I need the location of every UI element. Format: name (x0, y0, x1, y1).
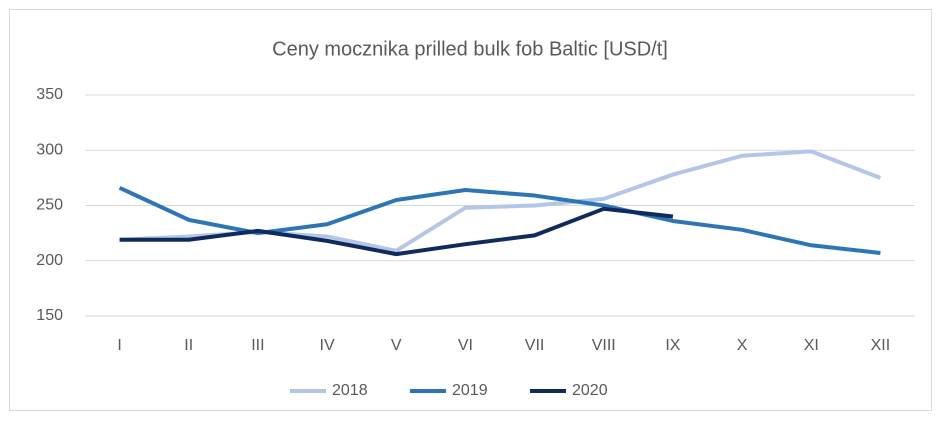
legend-label: 2018 (332, 382, 368, 399)
x-tick-label: XI (804, 337, 819, 354)
series-line (119, 206, 674, 257)
y-tick-label: 350 (36, 86, 63, 103)
x-tick-label: VIII (592, 337, 616, 354)
chart-title: Ceny mocznika prilled bulk fob Baltic [U… (272, 38, 668, 60)
y-tick-label: 300 (36, 141, 63, 158)
x-tick-label: IV (320, 337, 335, 354)
y-tick-label: 150 (36, 307, 63, 324)
x-tick-label: III (251, 337, 264, 354)
x-tick-label: II (184, 337, 193, 354)
x-tick-label: IX (665, 337, 680, 354)
legend-label: 2019 (452, 382, 488, 399)
x-tick-label: VI (458, 337, 473, 354)
x-tick-label: X (737, 337, 748, 354)
x-tick-label: XII (871, 337, 891, 354)
x-tick-label: I (117, 337, 121, 354)
y-tick-label: 200 (36, 252, 63, 269)
x-tick-label: V (391, 337, 402, 354)
legend-label: 2020 (572, 382, 608, 399)
x-tick-label: VII (525, 337, 545, 354)
y-tick-label: 250 (36, 197, 63, 214)
